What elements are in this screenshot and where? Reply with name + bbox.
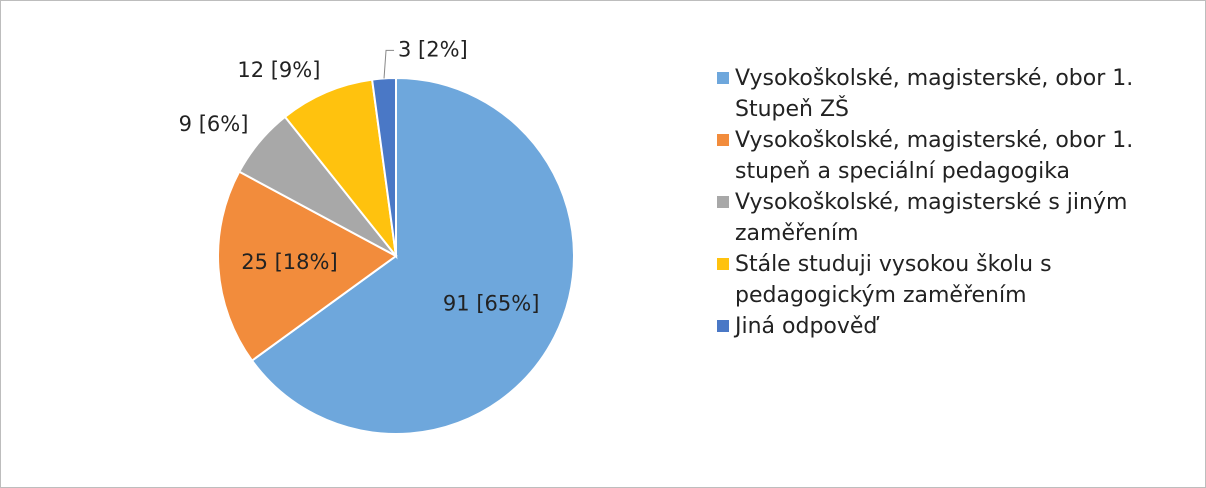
legend-item: Vysokoškolské, magisterské s jiným zaměř…: [713, 187, 1193, 249]
legend-swatch: [717, 134, 729, 146]
pie-area: 91 [65%] 25 [18%] 9 [6%] 12 [9%] 3 [2%]: [179, 37, 575, 435]
pie-slice: [217, 170, 398, 363]
legend-label: Jiná odpověď: [735, 314, 878, 339]
legend-swatch: [717, 72, 729, 84]
data-label: 91 [65%]: [443, 291, 539, 315]
legend-swatch: [717, 320, 729, 332]
leader-line: [383, 49, 395, 79]
data-label: 12 [9%]: [237, 58, 320, 82]
legend-item: Stále studuji vysokou školu s pedagogick…: [713, 249, 1193, 311]
legend-label: Stále studuji vysokou školu s pedagogick…: [735, 252, 1052, 308]
legend-label: Vysokoškolské, magisterské, obor 1. Stup…: [735, 66, 1134, 122]
legend-swatch: [717, 196, 729, 208]
data-label: 3 [2%]: [398, 37, 468, 61]
data-label: 25 [18%]: [241, 250, 337, 274]
pie-slice: [250, 76, 575, 435]
legend-label: Vysokoškolské, magisterské, obor 1. stup…: [735, 128, 1134, 184]
legend-item: Vysokoškolské, magisterské, obor 1. stup…: [713, 125, 1193, 187]
data-label: 9 [6%]: [179, 112, 249, 136]
legend-label: Vysokoškolské, magisterské s jiným zaměř…: [735, 190, 1128, 246]
legend-swatch: [717, 258, 729, 270]
legend-item: Vysokoškolské, magisterské, obor 1. Stup…: [713, 63, 1193, 125]
legend-item: Jiná odpověď: [713, 311, 1193, 342]
pie-slice: [283, 78, 398, 260]
legend: Vysokoškolské, magisterské, obor 1. Stup…: [713, 63, 1193, 342]
